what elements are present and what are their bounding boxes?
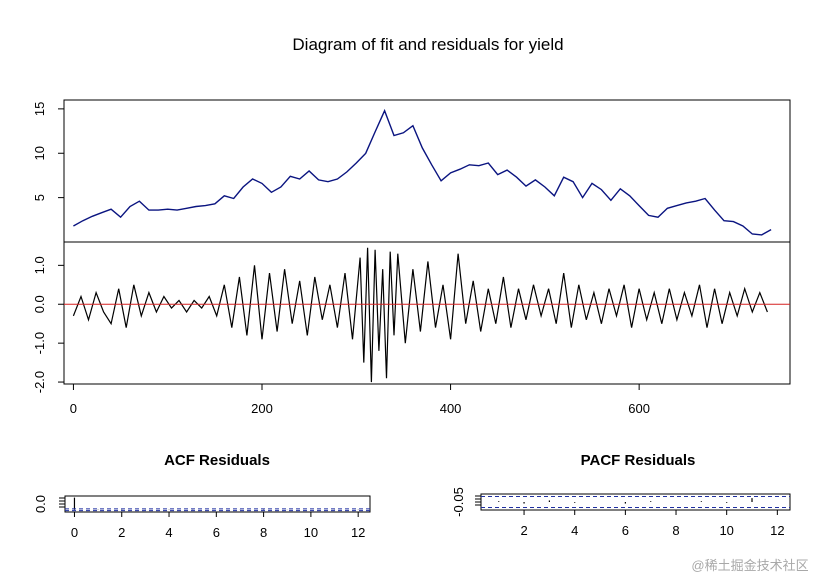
x-tick-label: 600 bbox=[628, 401, 650, 416]
acf-panel-frame bbox=[64, 495, 371, 513]
acf-x-tick-label: 12 bbox=[351, 525, 365, 540]
x-tick-label: 200 bbox=[251, 401, 273, 416]
acf-x-tick-label: 2 bbox=[118, 525, 125, 540]
watermark: @稀土掘金技术社区 bbox=[691, 558, 808, 573]
residual-panel-frame bbox=[63, 241, 791, 385]
residual-panel: -2.0 -1.0 0.0 1.0 0 200 400 600 bbox=[32, 247, 790, 416]
fit-y-tick-label: 5 bbox=[32, 194, 47, 201]
pacf-title: PACF Residuals bbox=[581, 452, 696, 469]
acf-x-tick-label: 8 bbox=[260, 525, 267, 540]
pacf-x-tick-label: 6 bbox=[622, 523, 629, 538]
fit-panel: 5 10 15 bbox=[32, 102, 772, 236]
fit-y-tick-label: 15 bbox=[32, 102, 47, 116]
pacf-x-tick-label: 2 bbox=[520, 523, 527, 538]
residual-y-tick-label: -1.0 bbox=[32, 332, 47, 354]
x-tick-label: 0 bbox=[70, 401, 77, 416]
acf-x-tick-label: 4 bbox=[165, 525, 172, 540]
acf-x-tick-label: 6 bbox=[213, 525, 220, 540]
acf-x-tick-label: 10 bbox=[304, 525, 318, 540]
chart-title: Diagram of fit and residuals for yield bbox=[292, 35, 563, 54]
pacf-x-tick-label: 8 bbox=[672, 523, 679, 538]
fit-panel-frame bbox=[63, 99, 791, 243]
acf-title: ACF Residuals bbox=[164, 452, 270, 469]
fit-y-tick-label: 10 bbox=[32, 146, 47, 160]
acf-panel: 0 2 4 6 8 10 12 0.0 bbox=[33, 495, 370, 540]
pacf-x-tick-label: 12 bbox=[770, 523, 784, 538]
pacf-panel: 2 4 6 8 10 12 -0.05 bbox=[451, 487, 790, 538]
x-tick-label: 400 bbox=[440, 401, 462, 416]
residual-y-tick-label: 1.0 bbox=[32, 256, 47, 274]
acf-x-tick-label: 0 bbox=[71, 525, 78, 540]
pacf-y-tick-label: -0.05 bbox=[451, 487, 466, 517]
residual-series-line bbox=[72, 247, 768, 383]
fit-series-line bbox=[73, 108, 772, 236]
residual-y-tick-label: 0.0 bbox=[32, 295, 47, 313]
acf-y-tick-label: 0.0 bbox=[33, 495, 48, 513]
residual-y-tick-label: -2.0 bbox=[32, 371, 47, 393]
pacf-x-tick-label: 10 bbox=[719, 523, 733, 538]
pacf-x-tick-label: 4 bbox=[571, 523, 578, 538]
